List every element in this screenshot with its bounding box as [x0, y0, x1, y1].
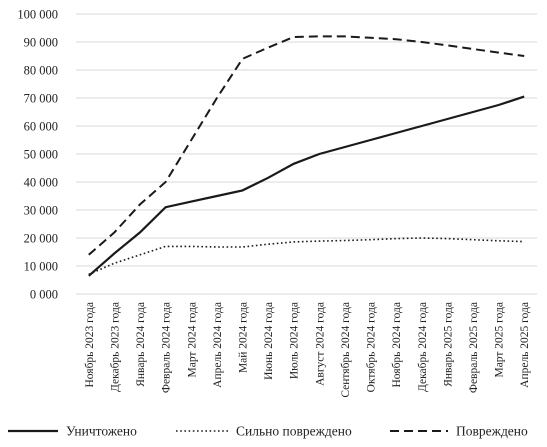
series-line-1	[88, 95, 525, 277]
x-tick-label: Январь 2024 года	[135, 302, 147, 387]
series-line-2	[88, 237, 525, 276]
x-tick-label: Октябрь 2024 года	[366, 302, 378, 392]
x-tick-label: Декабрь 2024 года	[417, 302, 429, 392]
y-tick-label: 70 000	[24, 92, 58, 106]
series-lines	[88, 35, 525, 277]
x-tick-label: Март 2025 года	[494, 302, 506, 378]
y-tick-label: 80 000	[24, 64, 58, 78]
x-tick-label: Сентябрь 2024 года	[340, 302, 352, 398]
y-tick-label: 50 000	[24, 148, 58, 162]
y-tick-label: 0 000	[30, 288, 58, 302]
legend-label: Сильно повреждено	[236, 424, 352, 439]
legend: Уничтожено Сильно повреждено Повреждено	[8, 424, 528, 439]
y-tick-label: 90 000	[24, 36, 58, 50]
y-tick-label: 20 000	[24, 232, 58, 246]
x-tick-label: Март 2024 года	[186, 302, 198, 378]
x-axis-tick-labels: Ноябрь 2023 года Декабрь 2023 года Январь …	[84, 302, 531, 398]
y-tick-label: 30 000	[24, 204, 58, 218]
x-tick-label: Февраль 2024 года	[161, 302, 173, 393]
x-tick-label: Декабрь 2023 года	[109, 302, 121, 392]
x-tick-label: Ноябрь 2023 года	[84, 302, 96, 388]
x-tick-label: Август 2024 года	[314, 302, 326, 386]
series-line-3	[88, 35, 525, 256]
y-tick-label: 100 000	[17, 8, 58, 22]
y-tick-label: 10 000	[24, 260, 58, 274]
y-tick-label: 40 000	[24, 176, 58, 190]
x-tick-label: Апрель 2024 года	[212, 302, 224, 388]
x-tick-label: Апрель 2025 года	[519, 302, 531, 388]
x-tick-label: Февраль 2025 года	[468, 302, 480, 393]
x-tick-label: Июнь 2024 года	[263, 302, 275, 380]
x-tick-label: Январь 2025 года	[442, 302, 454, 387]
x-tick-label: Июль 2024 года	[289, 302, 301, 379]
y-axis-tick-labels: 0 000 10 000 20 000 30 000 40 000 50 000 60 00…	[17, 8, 58, 302]
legend-label: Повреждено	[456, 424, 528, 439]
gridlines	[76, 13, 537, 295]
x-tick-label: Ноябрь 2024 года	[391, 302, 403, 388]
x-tick-label: Май 2024 года	[237, 302, 249, 373]
y-tick-label: 60 000	[24, 120, 58, 134]
legend-label: Уничтожено	[66, 424, 137, 439]
